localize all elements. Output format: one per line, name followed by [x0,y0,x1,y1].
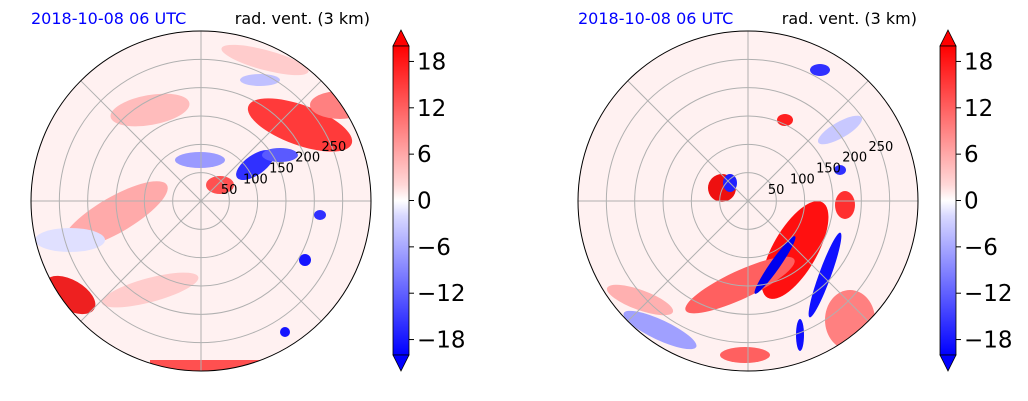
colorbar-extend-max [939,29,957,47]
panel-left-negative-blob [35,228,105,252]
polar-spoke [80,80,202,202]
colorbar-extend-min [939,354,957,372]
colorbar-tick-label: 6 [417,142,432,168]
radial-tick-label: 250 [321,140,346,155]
panel-left-colorbar-ticks: 18 12 6 0 −6 −12 −18 [409,49,466,354]
colorbar-tick-label: 12 [964,96,993,122]
radial-tick-label: 100 [790,172,815,187]
colorbar-extend-max [392,29,410,47]
radial-tick-label: 150 [816,161,841,176]
polar-spoke [80,200,202,322]
panel-left-colorbar: 18 12 6 0 −6 −12 −18 [392,29,466,372]
panel-right-colorbar-ticks: 18 12 6 0 −6 −12 −18 [956,49,1013,354]
radial-tick-label: 100 [243,172,268,187]
panel-left-date-title: 2018-10-08 06 UTC [31,9,186,28]
colorbar-tick-label: 6 [964,142,979,168]
polar-spoke [200,200,322,322]
panel-right-colorbar: 18 12 6 0 −6 −12 −18 [939,29,1013,372]
radial-tick-label: 200 [295,151,320,166]
panel-left-variable-title: rad. vent. (3 km) [235,9,370,28]
panel-right: 2018-10-08 06 UTC rad. vent. (3 km) 50 10… [577,9,1013,372]
panel-right-positive-blob [606,284,674,316]
panel-left-negative-blob [280,327,290,337]
panel-right-frame [577,30,919,372]
panel-right-negative-blob [834,165,846,175]
panel-right-negative-blob [810,64,830,76]
colorbar-tick-label: −18 [964,328,1013,354]
panel-right-negative-blob [808,232,842,318]
polar-spoke [627,200,749,322]
panel-left-positive-blob [110,93,190,127]
panel-left-positive-edge [150,360,300,371]
panel-left-positive-blob [310,91,370,119]
colorbar-tick-label: 0 [964,189,979,215]
panel-right-negative-blob [623,310,697,350]
colorbar-tick-label: 0 [417,189,432,215]
panel-right-polar-grid [578,31,918,371]
panel-left-negative-blob [314,210,326,220]
panel-left: 2018-10-08 06 UTC rad. vent. (3 km) [30,9,466,372]
panel-right-negative-blob [754,236,796,294]
panel-left-positive-blob [221,44,309,76]
polar-spoke [627,80,749,202]
panel-left-positive-blob [247,98,353,152]
colorbar-extend-min [392,354,410,372]
colorbar-tick-label: 18 [417,49,446,75]
panel-left-negative-blob [262,148,298,162]
panel-right-negative-blob [796,319,804,351]
panel-left-negative-blob [299,254,311,266]
colorbar-gradient [939,45,957,356]
panel-left-polar-grid [31,31,371,371]
panel-right-date-title: 2018-10-08 06 UTC [578,9,733,28]
polar-spoke [747,200,869,322]
colorbar-tick-label: −12 [964,281,1013,307]
radial-tick-label: 50 [768,183,785,198]
radial-tick-label: 150 [269,161,294,176]
panel-left-frame [30,30,372,372]
panel-right-negative-blob [817,115,863,145]
colorbar-gradient [392,45,410,356]
panel-right-positive-blob [835,191,855,219]
panel-right-positive-blob [720,347,770,363]
panel-left-negative-blob [175,152,225,168]
colorbar-tick-label: −6 [964,235,998,261]
colorbar-tick-label: 12 [417,96,446,122]
radial-tick-label: 50 [221,183,238,198]
panel-right-variable-title: rad. vent. (3 km) [782,9,917,28]
colorbar-tick-label: −6 [417,235,451,261]
colorbar-tick-label: −12 [417,281,466,307]
colorbar-tick-label: −18 [417,328,466,354]
radial-tick-label: 250 [868,140,893,155]
polar-spoke [747,80,869,202]
polar-spoke [200,80,322,202]
radial-tick-label: 200 [842,151,867,166]
colorbar-tick-label: 18 [964,49,993,75]
